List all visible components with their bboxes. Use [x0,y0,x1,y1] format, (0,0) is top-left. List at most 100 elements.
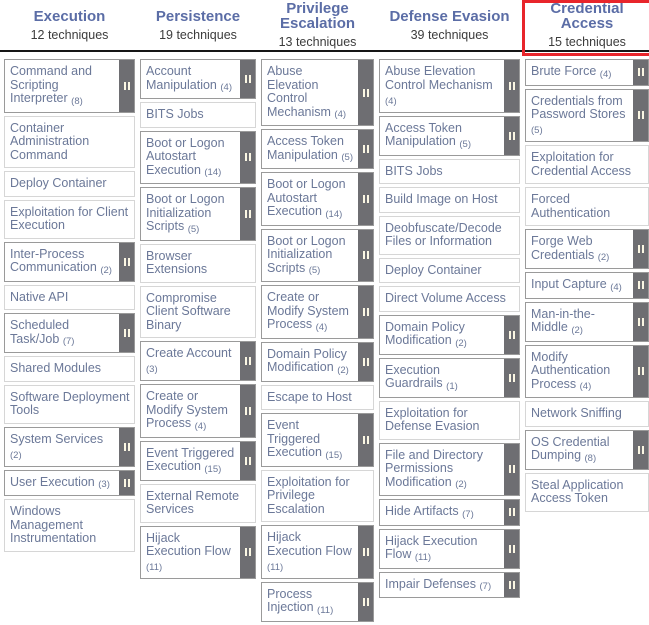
technique-cell-scheduled-task-job[interactable]: Scheduled Task/Job (7) [4,313,135,353]
technique-cell-brute-force[interactable]: Brute Force (4) [525,59,649,86]
technique-cell-build-image-on-host[interactable]: Build Image on Host [379,187,520,213]
technique-cell-hijack-execution-flow[interactable]: Hijack Execution Flow (11) [140,525,256,579]
technique-cell-deploy-container[interactable]: Deploy Container [379,257,520,283]
subtechniques-expand-handle[interactable] [119,427,134,466]
technique-cell-account-manipulation[interactable]: Account Manipulation (4) [140,59,256,99]
technique-cell-exploitation-for-credential-access[interactable]: Exploitation for Credential Access [525,145,649,184]
technique-cell-event-triggered-execution[interactable]: Event Triggered Execution (15) [140,440,256,481]
subtechniques-expand-handle[interactable] [119,60,134,112]
technique-cell-browser-extensions[interactable]: Browser Extensions [140,243,256,283]
technique-cell-input-capture[interactable]: Input Capture (4) [525,272,649,299]
technique-cell-inter-process-communication[interactable]: Inter-Process Communication (2) [4,241,135,282]
subtechniques-expand-handle[interactable] [633,60,648,85]
subtechniques-expand-handle[interactable] [633,273,648,298]
technique-cell-deploy-container[interactable]: Deploy Container [4,171,135,197]
subtechniques-expand-handle[interactable] [633,302,648,341]
technique-cell-escape-to-host[interactable]: Escape to Host [261,384,374,410]
subtechniques-expand-handle[interactable] [119,242,134,281]
subtechniques-expand-handle[interactable] [504,529,519,568]
technique-cell-hijack-execution-flow[interactable]: Hijack Execution Flow (11) [379,528,520,569]
subtechniques-expand-handle[interactable] [504,315,519,354]
subtechniques-expand-handle[interactable] [119,314,134,352]
technique-cell-exploitation-for-defense-evasion[interactable]: Exploitation for Defense Evasion [379,400,520,440]
technique-cell-file-and-directory-permissions-modification[interactable]: File and Directory Permissions Modificat… [379,442,520,496]
subtechniques-expand-handle[interactable] [504,116,519,155]
technique-cell-software-deployment-tools[interactable]: Software Deployment Tools [4,384,135,424]
technique-cell-boot-or-logon-autostart-execution[interactable]: Boot or Logon Autostart Execution (14) [140,130,256,184]
subtechniques-expand-handle[interactable] [358,130,373,168]
technique-cell-command-and-scripting-interpreter[interactable]: Command and Scripting Interpreter (8) [4,59,135,113]
technique-cell-domain-policy-modification[interactable]: Domain Policy Modification (2) [379,314,520,355]
technique-cell-container-administration-command[interactable]: Container Administration Command [4,115,135,168]
subtechniques-expand-handle[interactable] [240,385,255,437]
subtechniques-expand-handle[interactable] [358,582,373,621]
technique-cell-event-triggered-execution[interactable]: Event Triggered Execution (15) [261,413,374,467]
technique-cell-external-remote-services[interactable]: External Remote Services [140,483,256,523]
technique-cell-access-token-manipulation[interactable]: Access Token Manipulation (5) [261,129,374,169]
subtechniques-expand-handle[interactable] [240,526,255,578]
technique-cell-compromise-client-software-binary[interactable]: Compromise Client Software Binary [140,285,256,338]
technique-cell-hide-artifacts[interactable]: Hide Artifacts (7) [379,499,520,526]
technique-label: Exploitation for Defense Evasion [385,405,480,433]
technique-cell-bits-jobs[interactable]: BITS Jobs [379,158,520,184]
subtechniques-expand-handle[interactable] [240,131,255,183]
technique-cell-domain-policy-modification[interactable]: Domain Policy Modification (2) [261,341,374,382]
technique-cell-forced-authentication[interactable]: Forced Authentication [525,187,649,226]
technique-cell-forge-web-credentials[interactable]: Forge Web Credentials (2) [525,229,649,269]
subtechniques-expand-handle[interactable] [240,441,255,480]
technique-cell-abuse-elevation-control-mechanism[interactable]: Abuse Elevation Control Mechanism (4) [261,59,374,126]
subtechniques-expand-handle[interactable] [504,500,519,525]
subtechnique-count: (5) [341,152,353,163]
technique-cell-abuse-elevation-control-mechanism[interactable]: Abuse Elevation Control Mechanism (4) [379,59,520,113]
subtechniques-expand-handle[interactable] [119,470,134,495]
technique-cell-exploitation-for-client-execution[interactable]: Exploitation for Client Execution [4,199,135,239]
subtechniques-expand-handle[interactable] [633,345,648,397]
technique-cell-process-injection[interactable]: Process Injection (11) [261,581,374,622]
technique-cell-boot-or-logon-initialization-scripts[interactable]: Boot or Logon Initialization Scripts (5) [261,228,374,282]
technique-cell-boot-or-logon-autostart-execution[interactable]: Boot or Logon Autostart Execution (14) [261,172,374,226]
technique-label: Man-in-the-Middle (2) [531,306,595,336]
technique-cell-impair-defenses[interactable]: Impair Defenses (7) [379,571,520,598]
subtechniques-expand-handle[interactable] [358,229,373,281]
technique-cell-access-token-manipulation[interactable]: Access Token Manipulation (5) [379,115,520,156]
subtechniques-expand-handle[interactable] [633,230,648,268]
technique-cell-steal-application-access-token[interactable]: Steal Application Access Token [525,472,649,512]
technique-cell-windows-management-instrumentation[interactable]: Windows Management Instrumentation [4,499,135,552]
subtechniques-expand-handle[interactable] [240,60,255,98]
technique-cell-boot-or-logon-initialization-scripts[interactable]: Boot or Logon Initialization Scripts (5) [140,187,256,241]
technique-cell-bits-jobs[interactable]: BITS Jobs [140,102,256,128]
technique-count-label: 19 techniques [159,27,237,42]
subtechniques-expand-handle[interactable] [504,572,519,597]
technique-cell-create-account[interactable]: Create Account (3) [140,341,256,381]
subtechniques-expand-handle[interactable] [240,188,255,240]
technique-cell-native-api[interactable]: Native API [4,284,135,310]
subtechniques-expand-handle[interactable] [358,60,373,125]
subtechniques-expand-handle[interactable] [633,89,648,141]
subtechniques-expand-handle[interactable] [504,443,519,495]
technique-cell-create-or-modify-system-process[interactable]: Create or Modify System Process (4) [140,384,256,438]
technique-cell-man-in-the-middle[interactable]: Man-in-the-Middle (2) [525,301,649,342]
technique-cell-credentials-from-password-stores[interactable]: Credentials from Password Stores (5) [525,88,649,142]
technique-cell-exploitation-for-privilege-escalation[interactable]: Exploitation for Privilege Escalation [261,469,374,522]
technique-cell-create-or-modify-system-process[interactable]: Create or Modify System Process (4) [261,285,374,339]
subtechniques-expand-handle[interactable] [504,358,519,397]
technique-cell-user-execution[interactable]: User Execution (3) [4,469,135,496]
technique-cell-hijack-execution-flow[interactable]: Hijack Execution Flow (11) [261,525,374,579]
subtechniques-expand-handle[interactable] [358,173,373,225]
technique-cell-network-sniffing[interactable]: Network Sniffing [525,401,649,427]
subtechniques-expand-handle[interactable] [358,286,373,338]
technique-cell-execution-guardrails[interactable]: Execution Guardrails (1) [379,357,520,398]
subtechniques-expand-handle[interactable] [358,526,373,578]
technique-cell-direct-volume-access[interactable]: Direct Volume Access [379,286,520,312]
subtechniques-expand-handle[interactable] [633,430,648,469]
subtechniques-expand-handle[interactable] [240,342,255,380]
technique-cell-deobfuscate-decode-files-or-information[interactable]: Deobfuscate/Decode Files or Information [379,215,520,255]
technique-cell-shared-modules[interactable]: Shared Modules [4,356,135,382]
subtechniques-expand-handle[interactable] [504,60,519,112]
subtechniques-expand-handle[interactable] [358,342,373,381]
technique-cell-system-services[interactable]: System Services (2) [4,426,135,467]
technique-label: Forge Web Credentials (2) [531,234,610,263]
technique-cell-modify-authentication-process[interactable]: Modify Authentication Process (4) [525,344,649,398]
technique-cell-os-credential-dumping[interactable]: OS Credential Dumping (8) [525,429,649,470]
subtechniques-expand-handle[interactable] [358,414,373,466]
